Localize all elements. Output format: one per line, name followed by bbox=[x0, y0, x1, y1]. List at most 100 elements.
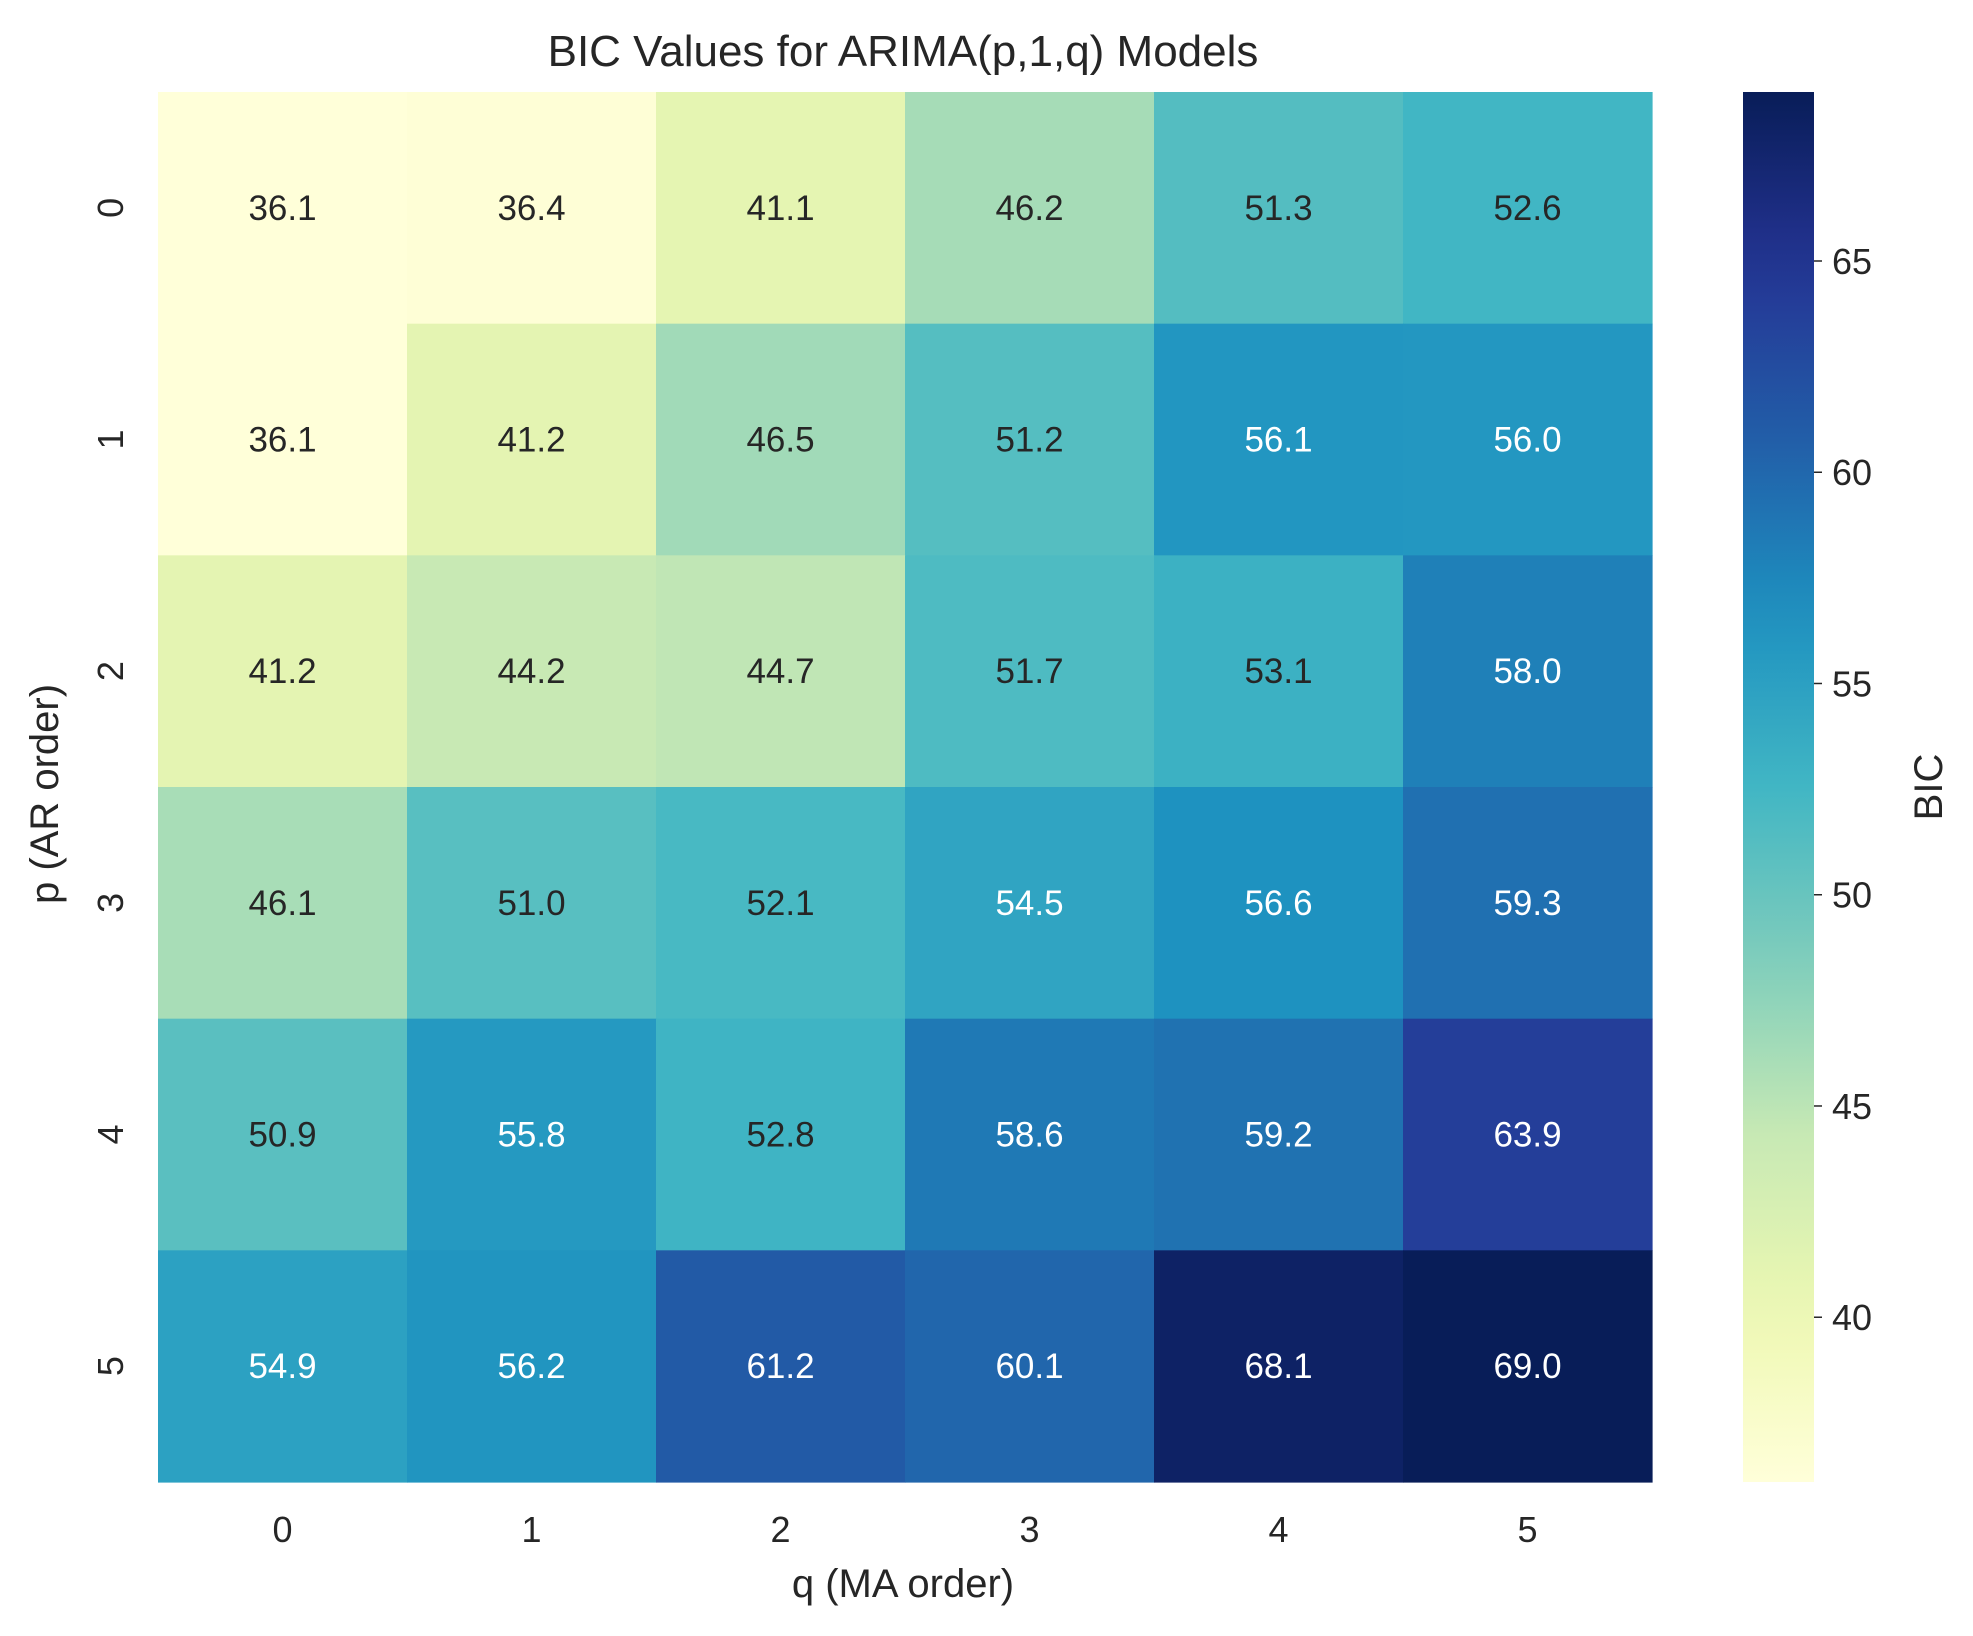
cell-value-label: 56.6 bbox=[1244, 884, 1312, 923]
cell-value-label: 56.1 bbox=[1244, 421, 1312, 460]
cell-value-label: 53.1 bbox=[1244, 652, 1312, 691]
x-tick-label: 1 bbox=[521, 1509, 541, 1550]
x-tick-label: 5 bbox=[1517, 1509, 1537, 1550]
y-tick-label: 2 bbox=[90, 661, 131, 681]
cell-value-label: 44.7 bbox=[746, 652, 814, 691]
heatmap-cell bbox=[1403, 1250, 1653, 1483]
heatmap-cell bbox=[407, 1250, 657, 1483]
colorbar-ticks: 40 45 50 55 60 65 bbox=[1814, 241, 1872, 1338]
x-tick-label: 2 bbox=[770, 1509, 790, 1550]
heatmap-cell bbox=[407, 787, 657, 1020]
colorbar-label: BIC bbox=[1907, 754, 1951, 821]
cell-value-label: 51.0 bbox=[497, 884, 565, 923]
heatmap-cell bbox=[1154, 323, 1404, 556]
cell-value-label: 52.8 bbox=[746, 1116, 814, 1155]
colorbar-tick-label: 45 bbox=[1832, 1086, 1872, 1127]
cell-value-label: 56.0 bbox=[1493, 421, 1561, 460]
heatmap-cells bbox=[158, 92, 1653, 1483]
cell-value-label: 36.4 bbox=[497, 189, 565, 228]
heatmap-cell bbox=[905, 323, 1155, 556]
heatmap-cell bbox=[656, 323, 906, 556]
heatmap-cell-labels: 36.1 36.4 41.1 46.2 51.3 52.6 36.1 41.2 46.5 51.2… bbox=[248, 189, 1561, 1386]
cell-value-label: 63.9 bbox=[1493, 1116, 1561, 1155]
cell-value-label: 58.0 bbox=[1493, 652, 1561, 691]
x-tick-label: 4 bbox=[1268, 1509, 1288, 1550]
cell-value-label: 58.6 bbox=[995, 1116, 1063, 1155]
colorbar-tick-label: 40 bbox=[1832, 1297, 1872, 1338]
heatmap-cell bbox=[905, 555, 1155, 788]
x-tick-label: 0 bbox=[272, 1509, 292, 1550]
colorbar-tick-label: 60 bbox=[1832, 452, 1872, 493]
y-tick-label: 1 bbox=[90, 429, 131, 449]
heatmap-cell bbox=[407, 555, 657, 788]
heatmap-cell bbox=[158, 323, 408, 556]
cell-value-label: 41.1 bbox=[746, 189, 814, 228]
heatmap-cell bbox=[905, 1250, 1155, 1483]
heatmap-cell bbox=[1403, 1018, 1653, 1251]
heatmap-cell bbox=[1403, 323, 1653, 556]
colorbar-tick-label: 50 bbox=[1832, 875, 1872, 916]
heatmap-cell bbox=[407, 323, 657, 556]
y-tick-label: 4 bbox=[90, 1124, 131, 1144]
y-axis-label: p (AR order) bbox=[23, 684, 67, 904]
heatmap-cell bbox=[158, 787, 408, 1020]
cell-value-label: 46.2 bbox=[995, 189, 1063, 228]
heatmap-cell bbox=[1154, 555, 1404, 788]
heatmap-cell bbox=[905, 92, 1155, 325]
heatmap-cell bbox=[905, 1018, 1155, 1251]
colorbar-tick-label: 65 bbox=[1832, 241, 1872, 282]
heatmap-cell bbox=[158, 1018, 408, 1251]
heatmap-cell bbox=[1403, 787, 1653, 1020]
heatmap-cell bbox=[1403, 555, 1653, 788]
colorbar bbox=[1743, 92, 1814, 1482]
heatmap-cell bbox=[656, 92, 906, 325]
cell-value-label: 51.3 bbox=[1244, 189, 1312, 228]
heatmap-cell bbox=[656, 555, 906, 788]
x-axis-ticks: 0 1 2 3 4 5 bbox=[272, 1509, 1537, 1550]
cell-value-label: 60.1 bbox=[995, 1347, 1063, 1386]
cell-value-label: 51.7 bbox=[995, 652, 1063, 691]
cell-value-label: 41.2 bbox=[248, 652, 316, 691]
cell-value-label: 54.5 bbox=[995, 884, 1063, 923]
y-axis-ticks: 0 1 2 3 4 5 bbox=[90, 198, 131, 1376]
chart-title: BIC Values for ARIMA(p,1,q) Models bbox=[548, 27, 1259, 76]
cell-value-label: 50.9 bbox=[248, 1116, 316, 1155]
heatmap-cell bbox=[905, 787, 1155, 1020]
cell-value-label: 59.3 bbox=[1493, 884, 1561, 923]
heatmap-cell bbox=[407, 1018, 657, 1251]
cell-value-label: 56.2 bbox=[497, 1347, 565, 1386]
x-tick-label: 3 bbox=[1019, 1509, 1039, 1550]
heatmap-cell bbox=[1154, 92, 1404, 325]
cell-value-label: 46.5 bbox=[746, 421, 814, 460]
cell-value-label: 46.1 bbox=[248, 884, 316, 923]
heatmap-cell bbox=[1154, 1018, 1404, 1251]
heatmap-cell bbox=[1154, 787, 1404, 1020]
heatmap-cell bbox=[656, 1250, 906, 1483]
cell-value-label: 41.2 bbox=[497, 421, 565, 460]
cell-value-label: 59.2 bbox=[1244, 1116, 1312, 1155]
cell-value-label: 36.1 bbox=[248, 189, 316, 228]
cell-value-label: 51.2 bbox=[995, 421, 1063, 460]
heatmap-cell bbox=[1154, 1250, 1404, 1483]
heatmap-cell bbox=[1403, 92, 1653, 325]
heatmap-cell bbox=[656, 787, 906, 1020]
cell-value-label: 52.1 bbox=[746, 884, 814, 923]
cell-value-label: 54.9 bbox=[248, 1347, 316, 1386]
heatmap-cell bbox=[407, 92, 657, 325]
cell-value-label: 55.8 bbox=[497, 1116, 565, 1155]
cell-value-label: 44.2 bbox=[497, 652, 565, 691]
cell-value-label: 36.1 bbox=[248, 421, 316, 460]
y-tick-label: 3 bbox=[90, 893, 131, 913]
heatmap-cell bbox=[158, 92, 408, 325]
cell-value-label: 68.1 bbox=[1244, 1347, 1312, 1386]
cell-value-label: 69.0 bbox=[1493, 1347, 1561, 1386]
heatmap-cell bbox=[158, 1250, 408, 1483]
cell-value-label: 52.6 bbox=[1493, 189, 1561, 228]
colorbar-tick-label: 55 bbox=[1832, 663, 1872, 704]
y-tick-label: 0 bbox=[90, 198, 131, 218]
heatmap-cell bbox=[656, 1018, 906, 1251]
cell-value-label: 61.2 bbox=[746, 1347, 814, 1386]
x-axis-label: q (MA order) bbox=[792, 1562, 1014, 1606]
y-tick-label: 5 bbox=[90, 1356, 131, 1376]
